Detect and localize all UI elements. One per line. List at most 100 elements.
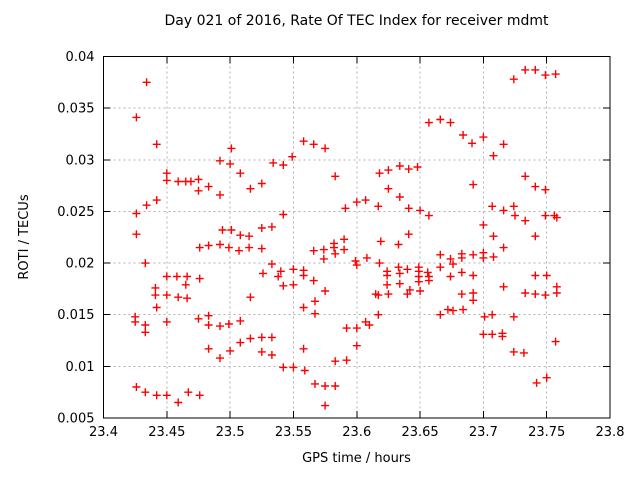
data-point-marker <box>245 232 254 241</box>
data-point-marker <box>257 179 266 188</box>
data-point-marker <box>194 175 203 184</box>
data-point-marker <box>479 220 488 229</box>
data-point-marker <box>246 184 255 193</box>
data-point-marker <box>340 245 349 254</box>
chart-title: Day 021 of 2016, Rate Of TEC Index for r… <box>164 13 549 29</box>
data-point-marker <box>321 401 330 410</box>
data-point-marker <box>416 206 425 215</box>
data-point-marker <box>186 177 195 186</box>
data-point-marker <box>509 347 518 356</box>
data-point-marker <box>395 162 404 170</box>
data-point-marker <box>152 196 161 205</box>
data-point-marker <box>469 250 478 259</box>
data-point-marker <box>142 78 151 87</box>
data-point-marker <box>414 277 423 286</box>
data-point-marker <box>542 271 551 280</box>
data-point-marker <box>394 240 403 249</box>
data-point-marker <box>216 240 224 249</box>
x-tick-label: 23.6 <box>342 425 371 440</box>
data-point-marker <box>361 196 370 205</box>
data-point-marker <box>531 290 540 299</box>
data-point-marker <box>226 159 235 168</box>
data-point-marker <box>331 172 340 181</box>
data-point-marker <box>509 202 518 211</box>
data-point-marker <box>181 280 190 289</box>
data-point-marker <box>267 222 276 231</box>
data-point-marker <box>204 311 213 320</box>
data-point-marker <box>224 320 233 328</box>
data-point-marker <box>226 346 235 355</box>
data-point-marker <box>299 137 308 146</box>
data-point-marker <box>395 279 404 288</box>
data-point-marker <box>479 133 488 142</box>
data-point-marker <box>552 213 561 222</box>
data-point-marker <box>152 391 161 400</box>
data-point-marker <box>236 338 245 347</box>
x-axis-label: GPS time / hours <box>302 451 411 466</box>
data-point-marker <box>162 272 171 281</box>
data-point-marker <box>132 230 141 239</box>
y-axis-label: ROTI / TECUs <box>17 194 32 280</box>
data-point-marker <box>488 202 497 211</box>
data-point-marker <box>216 354 224 363</box>
data-point-marker <box>469 271 478 280</box>
data-point-marker <box>384 184 393 193</box>
data-point-marker <box>436 263 445 272</box>
data-point-marker <box>224 243 233 252</box>
data-point-marker <box>375 259 384 268</box>
data-point-marker <box>479 253 488 262</box>
data-point-marker <box>416 287 425 295</box>
y-tick-label: 0.035 <box>57 102 94 117</box>
data-point-marker <box>236 316 245 325</box>
data-point-marker <box>236 169 245 178</box>
data-point-marker <box>289 363 298 372</box>
data-point-marker <box>436 115 445 124</box>
data-point-marker <box>342 324 351 333</box>
data-point-marker <box>446 272 455 281</box>
data-point-marker <box>469 296 478 305</box>
data-point-marker <box>257 224 266 232</box>
data-point-marker <box>489 232 498 241</box>
data-point-marker <box>183 272 192 281</box>
tick-marks <box>103 56 611 419</box>
y-tick-label: 0.015 <box>57 308 94 323</box>
data-point-marker <box>132 383 141 391</box>
data-point-marker <box>531 271 540 280</box>
data-point-marker <box>152 303 161 312</box>
data-point-marker <box>488 310 497 319</box>
data-point-marker <box>541 291 550 300</box>
data-point-marker <box>174 177 183 186</box>
data-point-marker <box>521 289 530 297</box>
grid-lines <box>103 56 610 418</box>
data-point-marker <box>259 269 267 278</box>
data-point-marker <box>403 290 412 299</box>
data-point-marker <box>541 211 550 220</box>
data-point-marker <box>309 276 318 285</box>
data-point-marker <box>469 180 478 189</box>
data-point-marker <box>131 317 140 326</box>
data-point-marker <box>257 333 266 342</box>
data-point-marker <box>446 254 455 263</box>
x-tick-label: 23.8 <box>596 425 625 440</box>
data-point-marker <box>172 272 181 281</box>
data-point-marker <box>195 243 204 252</box>
data-point-marker <box>499 243 508 252</box>
data-point-marker <box>499 282 508 291</box>
data-point-marker <box>257 347 266 356</box>
data-point-marker <box>174 293 183 302</box>
data-point-marker <box>499 206 508 215</box>
data-point-marker <box>279 210 288 219</box>
data-point-marker <box>279 281 288 290</box>
data-point-marker <box>404 230 413 239</box>
data-point-marker <box>468 139 476 148</box>
data-point-marker <box>489 151 498 160</box>
data-point-marker <box>311 309 319 318</box>
data-point-marker <box>195 391 204 400</box>
data-point-marker <box>218 226 227 234</box>
data-point-marker <box>498 332 507 341</box>
data-point-marker <box>552 289 561 297</box>
data-point-marker <box>374 310 383 319</box>
data-point-marker <box>330 243 338 252</box>
data-point-marker <box>423 268 432 277</box>
